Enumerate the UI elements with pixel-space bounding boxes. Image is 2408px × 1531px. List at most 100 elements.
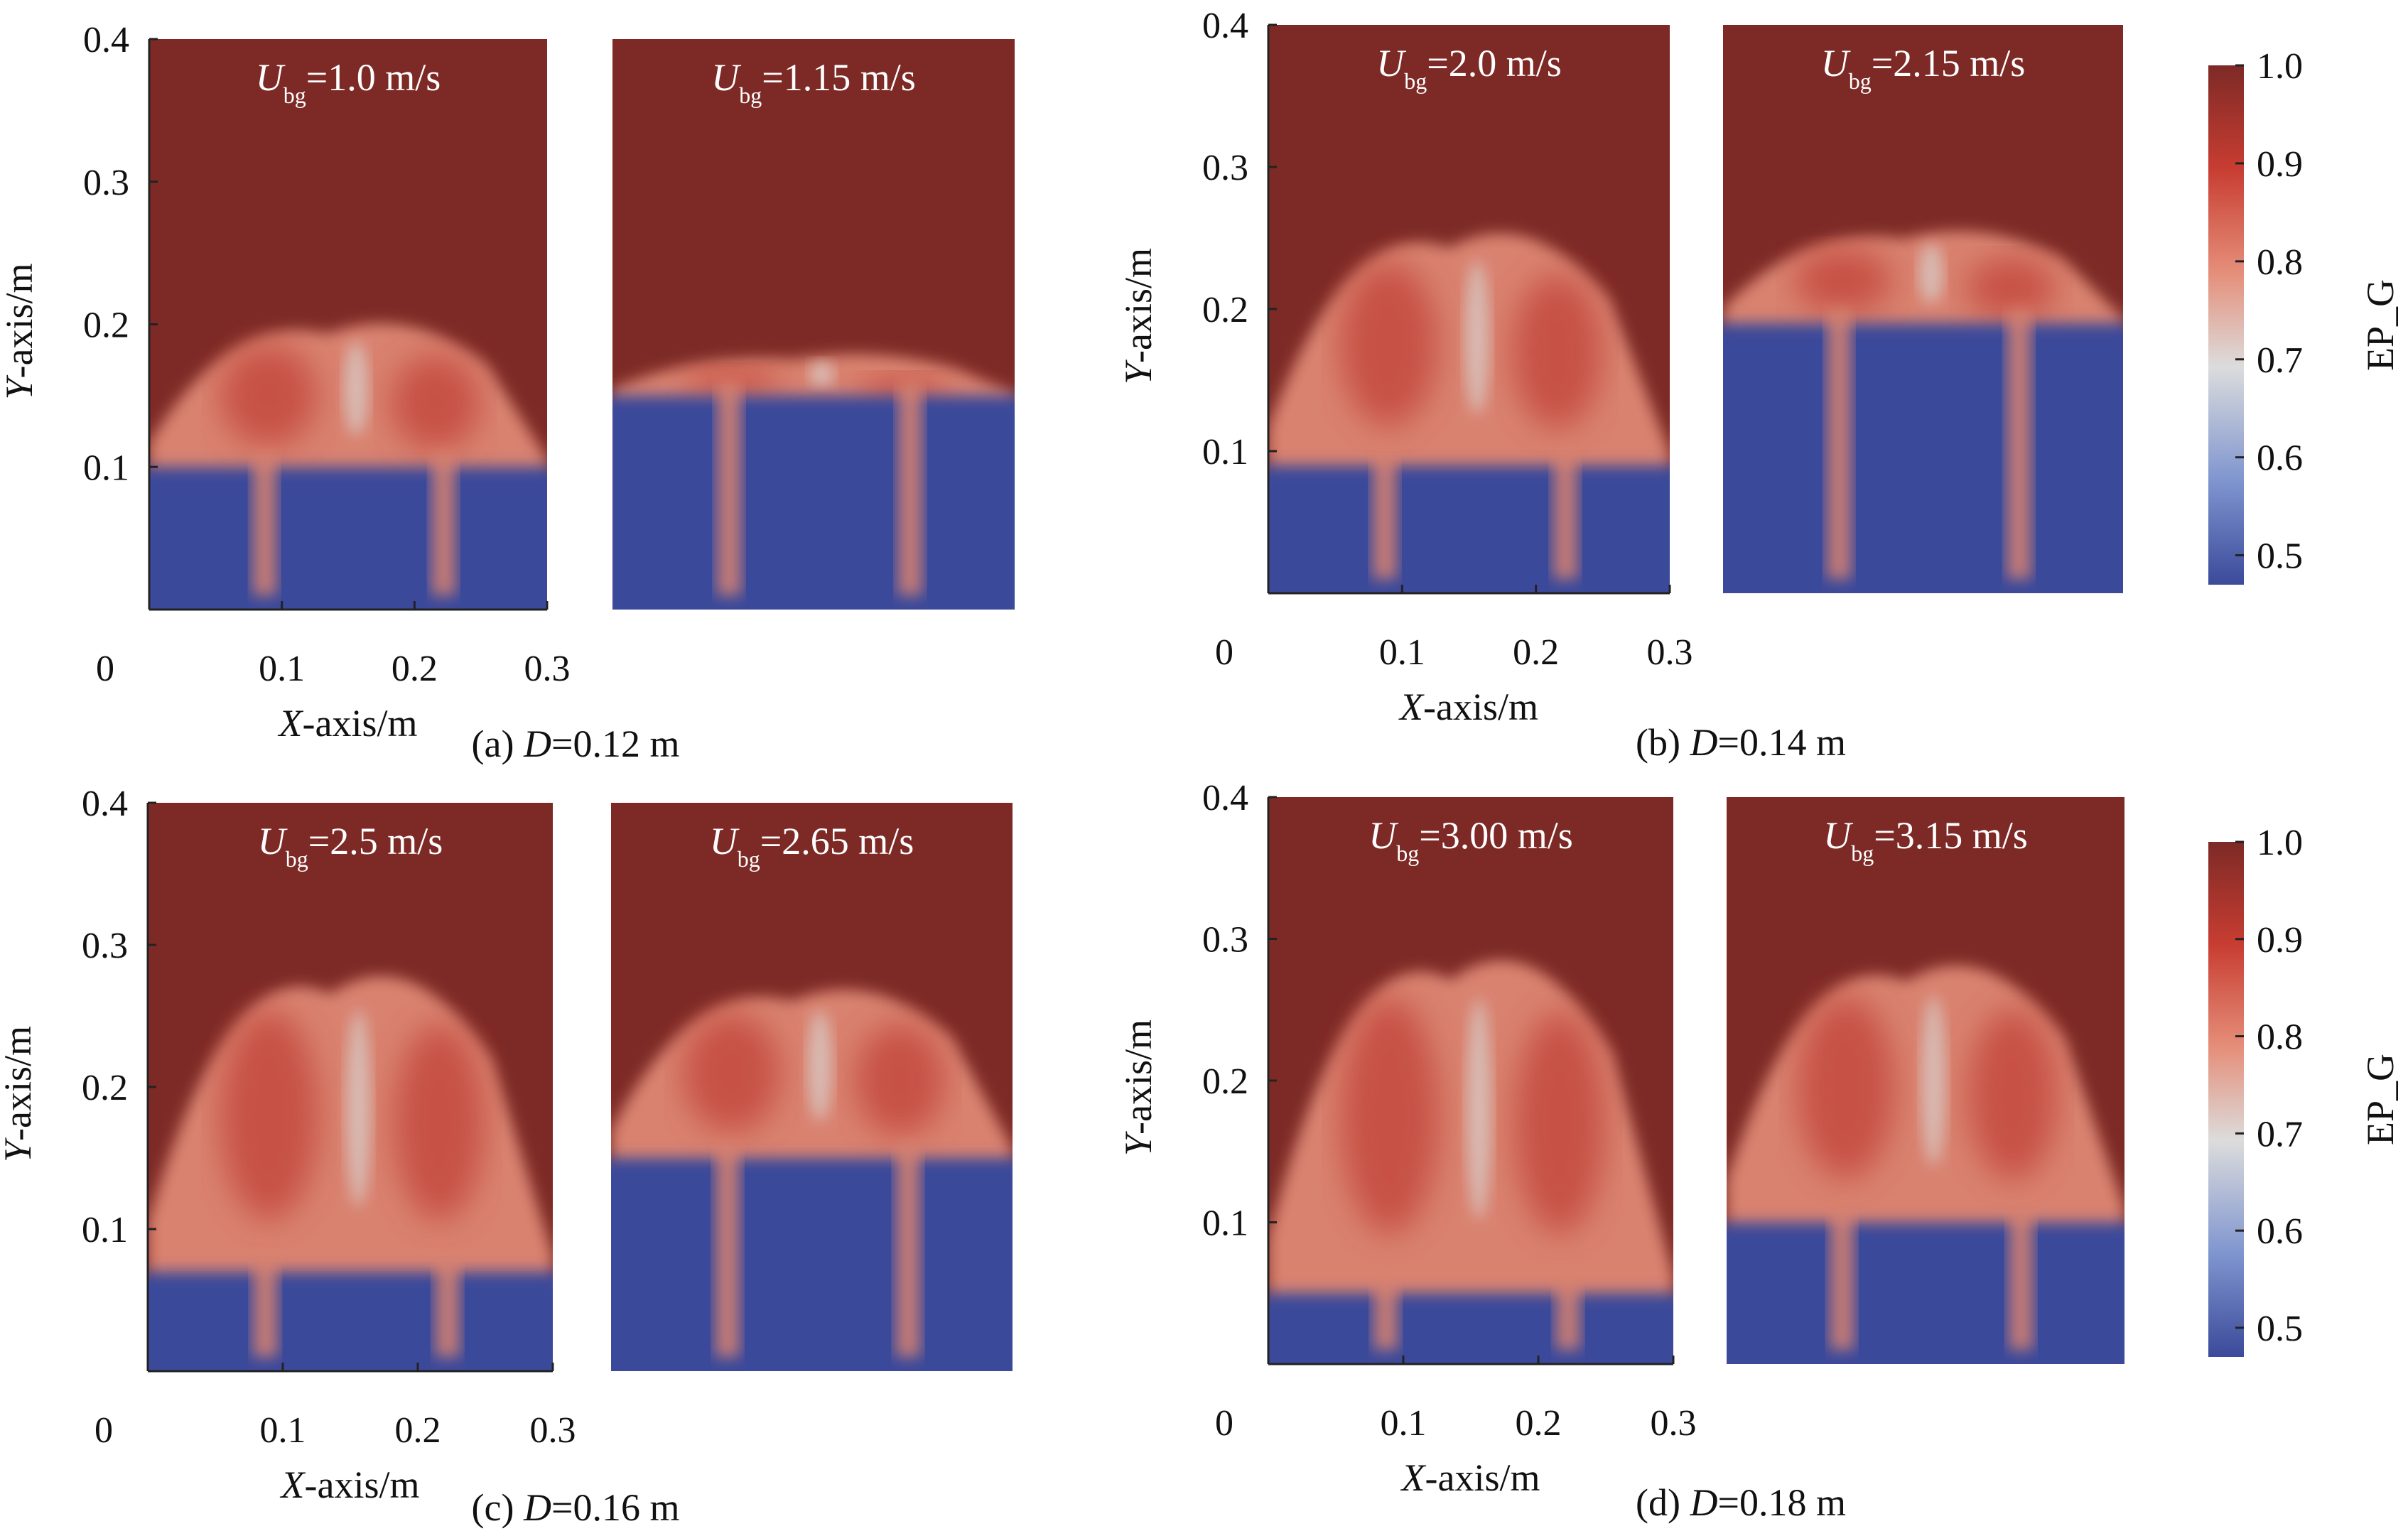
colorbar-tick-label: 1.0 bbox=[2257, 823, 2303, 863]
gas-jet bbox=[2007, 309, 2031, 579]
y-tick-label: 0.2 bbox=[82, 1068, 128, 1108]
x-axis-label-var: X bbox=[1400, 1456, 1427, 1499]
caption-prefix: (c) bbox=[472, 1486, 524, 1529]
x-axis-label-unit: -axis/m bbox=[303, 702, 418, 745]
y-tick-label: 0.1 bbox=[1202, 432, 1248, 472]
x-axis-label: X-axis/m bbox=[280, 1464, 420, 1506]
x-tick-label: 0.2 bbox=[392, 649, 438, 689]
bubble-interface bbox=[807, 1010, 832, 1121]
colorbar-gradient bbox=[2208, 842, 2244, 1357]
velocity-value: =3.15 m/s bbox=[1874, 814, 2027, 857]
velocity-subscript: bg bbox=[1851, 840, 1874, 866]
y-tick-label: 0.2 bbox=[1202, 290, 1248, 330]
velocity-subscript: bg bbox=[739, 82, 762, 108]
x-axis-label: X-axis/m bbox=[278, 702, 418, 745]
dense-bed-region bbox=[612, 395, 1015, 610]
x-axis-label: X-axis/m bbox=[1398, 686, 1538, 728]
gas-jet bbox=[2009, 1208, 2034, 1350]
velocity-subscript: bg bbox=[738, 846, 760, 872]
dense-bed-region bbox=[1268, 1293, 1673, 1364]
y-axis-label-unit: -axis/m bbox=[0, 263, 41, 378]
y-axis-label-var: Y bbox=[1117, 1131, 1160, 1156]
x-axis-label-unit: -axis/m bbox=[1423, 686, 1538, 728]
colorbar-tick-label: 0.9 bbox=[2257, 144, 2303, 185]
subfigure-a: Ubg=1.0 m/s Ubg=1.15 m/s0.10.20.30.40 0.1 0… bbox=[0, 20, 1015, 765]
bubble-core bbox=[1515, 1012, 1605, 1234]
x-tick-label: 0 bbox=[95, 1410, 113, 1451]
subfigure-c: Ubg=2.5 m/s Ubg=2.65 m/s0.10.20.30.40 0.1 0… bbox=[0, 784, 1013, 1529]
velocity-label: Ubg=3.15 m/s bbox=[1823, 814, 2027, 866]
velocity-label: Ubg=2.15 m/s bbox=[1821, 42, 2025, 94]
colorbar: 1.0 0.9 0.8 0.7 0.6 0.5 EP_G bbox=[2208, 823, 2402, 1357]
x-tick-label: 0.1 bbox=[259, 649, 305, 689]
velocity-value: =2.0 m/s bbox=[1427, 42, 1561, 85]
x-tick-label: 0 bbox=[96, 649, 114, 689]
y-tick-label: 0.4 bbox=[1202, 6, 1248, 46]
contour-panel bbox=[1268, 25, 1670, 593]
y-axis-label-var: Y bbox=[0, 375, 41, 400]
caption-prefix: (a) bbox=[472, 723, 524, 765]
bubble-interface bbox=[346, 1010, 371, 1206]
x-axis-label-unit: -axis/m bbox=[305, 1464, 420, 1506]
colorbar-tick-label: 0.5 bbox=[2257, 1309, 2303, 1349]
colorbar-tick-label: 0.8 bbox=[2257, 242, 2303, 283]
velocity-symbol: U bbox=[1376, 42, 1406, 85]
bubble-core bbox=[1798, 997, 1894, 1179]
velocity-subscript: bg bbox=[1849, 68, 1872, 94]
x-axis-label-unit: -axis/m bbox=[1425, 1456, 1540, 1499]
colorbar-tick-label: 0.7 bbox=[2257, 340, 2303, 381]
velocity-value: =1.0 m/s bbox=[306, 56, 441, 99]
gas-jet bbox=[1830, 1208, 1854, 1350]
dense-bed-region bbox=[149, 467, 547, 610]
colorbar-label: EP_G bbox=[2359, 279, 2402, 371]
velocity-subscript: bg bbox=[284, 82, 306, 108]
velocity-value: =2.5 m/s bbox=[308, 820, 443, 862]
gas-jet bbox=[1553, 451, 1578, 579]
velocity-label: Ubg=2.65 m/s bbox=[710, 820, 914, 872]
colorbar-tick-label: 1.0 bbox=[2257, 46, 2303, 87]
x-axis-label: X-axis/m bbox=[1400, 1456, 1540, 1499]
colorbar-tick-label: 0.8 bbox=[2257, 1017, 2303, 1058]
y-tick-label: 0.3 bbox=[1202, 920, 1248, 961]
contour-panel bbox=[611, 803, 1013, 1371]
y-tick-label: 0.4 bbox=[1202, 778, 1248, 818]
x-tick-label: 0.3 bbox=[1651, 1403, 1697, 1444]
colorbar-tick-label: 0.9 bbox=[2257, 920, 2303, 961]
gas-jet bbox=[1555, 1279, 1580, 1350]
velocity-symbol: U bbox=[258, 820, 288, 862]
contour-panel bbox=[149, 39, 547, 610]
x-tick-label: 0.2 bbox=[395, 1410, 441, 1451]
bubble-core bbox=[1340, 262, 1437, 427]
y-axis-label: Y-axis/m bbox=[1117, 1019, 1160, 1156]
subfigure-caption: (b) D=0.14 m bbox=[1636, 721, 1846, 764]
y-tick-label: 0.2 bbox=[1202, 1061, 1248, 1102]
velocity-label: Ubg=3.00 m/s bbox=[1368, 814, 1572, 866]
gas-jet bbox=[717, 381, 742, 595]
y-axis-label-unit: -axis/m bbox=[1117, 1019, 1160, 1135]
x-tick-label: 0.3 bbox=[524, 649, 571, 689]
velocity-label: Ubg=2.0 m/s bbox=[1376, 42, 1561, 94]
gas-jet bbox=[431, 453, 456, 595]
x-tick-label: 0 bbox=[1215, 1403, 1233, 1444]
gas-jet bbox=[897, 381, 922, 595]
caption-value: =0.12 m bbox=[551, 723, 679, 765]
colorbar-tick-label: 0.6 bbox=[2257, 1211, 2303, 1252]
x-tick-label: 0.1 bbox=[260, 1410, 306, 1451]
gas-jet bbox=[1372, 451, 1397, 579]
velocity-value: =1.15 m/s bbox=[762, 56, 915, 99]
bubble-core bbox=[220, 1010, 318, 1221]
x-tick-label: 0.1 bbox=[1379, 632, 1425, 673]
contour-panel bbox=[1727, 797, 2124, 1364]
colorbar: 1.0 0.9 0.8 0.7 0.6 0.5 EP_G bbox=[2208, 46, 2402, 585]
gas-jet bbox=[896, 1144, 921, 1357]
velocity-symbol: U bbox=[1821, 42, 1851, 85]
caption-value: =0.16 m bbox=[551, 1486, 679, 1529]
subfigure-d: Ubg=3.00 m/s Ubg=3.15 m/s0.10.20.30.40 0.1… bbox=[1117, 778, 2124, 1524]
bubble-core bbox=[1341, 997, 1439, 1234]
axes: 0.10.20.30.40 0.1 0.2 0.3X-axis/mY-axis/m bbox=[0, 784, 576, 1506]
caption-var: D bbox=[523, 1486, 551, 1529]
colorbar-gradient bbox=[2208, 65, 2244, 585]
subfigure-b: Ubg=2.0 m/s Ubg=2.15 m/s0.10.20.30.40 0.1 0… bbox=[1117, 6, 2123, 764]
velocity-label: Ubg=1.15 m/s bbox=[711, 56, 915, 108]
bubble-core bbox=[1795, 249, 1891, 313]
